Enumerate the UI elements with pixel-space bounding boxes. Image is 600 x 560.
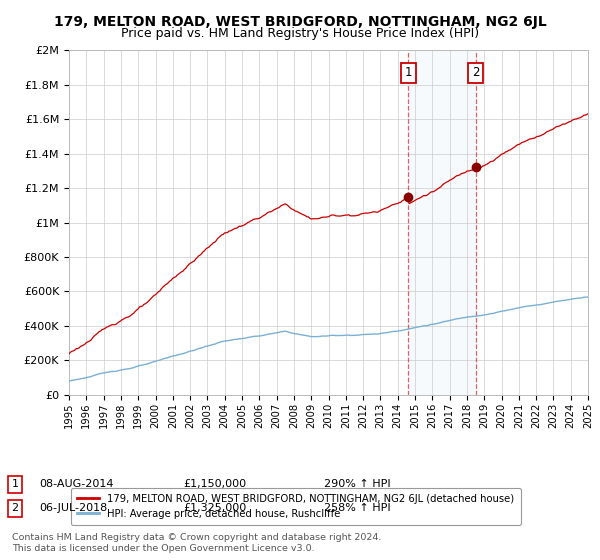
Text: 258% ↑ HPI: 258% ↑ HPI <box>324 503 391 514</box>
Legend: 179, MELTON ROAD, WEST BRIDGFORD, NOTTINGHAM, NG2 6JL (detached house), HPI: Ave: 179, MELTON ROAD, WEST BRIDGFORD, NOTTIN… <box>71 488 521 525</box>
Text: 179, MELTON ROAD, WEST BRIDGFORD, NOTTINGHAM, NG2 6JL: 179, MELTON ROAD, WEST BRIDGFORD, NOTTIN… <box>53 15 547 29</box>
Text: 290% ↑ HPI: 290% ↑ HPI <box>324 479 391 489</box>
Bar <box>408 50 476 395</box>
Text: £1,150,000: £1,150,000 <box>183 479 246 489</box>
Text: 1: 1 <box>404 66 412 80</box>
Text: 2: 2 <box>472 66 479 80</box>
Text: 1: 1 <box>11 479 19 489</box>
Text: £1,325,000: £1,325,000 <box>183 503 246 514</box>
Text: Price paid vs. HM Land Registry's House Price Index (HPI): Price paid vs. HM Land Registry's House … <box>121 27 479 40</box>
Text: 2: 2 <box>11 503 19 514</box>
Text: 06-JUL-2018: 06-JUL-2018 <box>39 503 107 514</box>
Text: 08-AUG-2014: 08-AUG-2014 <box>39 479 113 489</box>
Text: Contains HM Land Registry data © Crown copyright and database right 2024.
This d: Contains HM Land Registry data © Crown c… <box>12 533 382 553</box>
